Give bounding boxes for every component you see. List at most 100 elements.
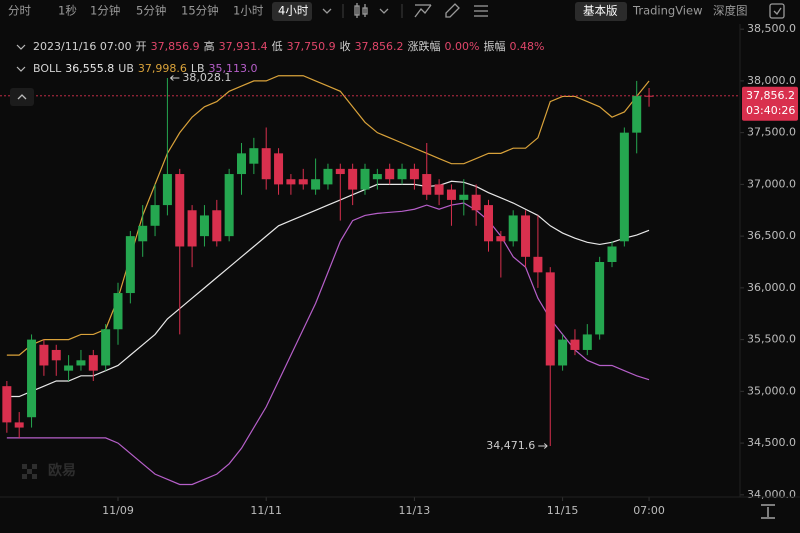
candle-body (51, 349, 61, 361)
x-tick-label: 11/13 (399, 504, 431, 517)
candle-body (88, 355, 98, 371)
watermark-logo (22, 464, 37, 479)
candle-body (459, 194, 469, 200)
x-tick-label: 07:00 (633, 504, 665, 517)
y-tick-label: 37,000.0 (747, 177, 796, 190)
interval-tab[interactable]: 15分钟 (181, 4, 219, 18)
legend-text: 37,856.2 (355, 40, 404, 53)
legend-text: 37,998.6 (138, 62, 187, 75)
interval-tab[interactable]: 1秒 (58, 4, 77, 18)
y-tick-label: 35,500.0 (747, 333, 796, 346)
legend-text: 高 (204, 39, 215, 53)
y-tick-label: 34,500.0 (747, 436, 796, 449)
candle-body (274, 153, 284, 185)
candle-body (76, 360, 86, 366)
price-tag (742, 86, 798, 121)
candle-body (175, 174, 185, 247)
annotation-arrow (170, 75, 180, 81)
candle-body (224, 174, 234, 237)
legend-text: 37,856.9 (151, 40, 200, 53)
toolbar-items: 分时 1秒 1分钟 5分钟 15分钟 1小时 4小时 基本版 TradingView 深度图 (8, 2, 748, 21)
active-tab-bg (272, 2, 312, 21)
legend-toggle[interactable] (16, 66, 26, 72)
plot-area: 34,000.0 34,500.0 35,000.0 35,500.0 36,000.0… (0, 22, 798, 517)
candle-body (446, 189, 456, 200)
x-tick-label: 11/11 (250, 504, 282, 517)
candle-type-icon[interactable] (354, 3, 368, 18)
band-line (6, 202, 650, 486)
candle-body (348, 168, 358, 190)
reset-icon[interactable] (761, 504, 775, 519)
candle-body (521, 215, 531, 257)
candle-body (582, 334, 592, 350)
candle-body (2, 386, 12, 423)
candle-body (249, 148, 259, 164)
active-view-bg (575, 2, 627, 21)
y-tick-label: 38,500.0 (747, 22, 796, 35)
collapse-button[interactable] (10, 88, 34, 106)
legend-text: 35,113.0 (209, 62, 258, 75)
interval-tab[interactable]: 分时 (8, 4, 31, 18)
view-tab[interactable]: 深度图 (713, 4, 748, 18)
fullscreen-icon[interactable] (769, 3, 785, 19)
candle-body (632, 95, 642, 133)
legend-text: 37,750.9 (287, 40, 336, 53)
candle-body (64, 365, 74, 371)
candle-body (199, 215, 209, 237)
legend-text: 振幅 (484, 39, 506, 53)
candle-body (27, 339, 37, 418)
y-tick-label: 37,500.0 (747, 126, 796, 139)
annotation-label: 34,471.6 (486, 439, 535, 452)
price-tag-label: 37,856.2 (746, 89, 795, 102)
legend-text: 37,931.4 (219, 40, 268, 53)
indicator-icon[interactable] (414, 4, 432, 18)
x-tick-label: 11/09 (102, 504, 134, 517)
candle-body (545, 272, 555, 366)
candle-body (558, 339, 568, 366)
candle-body (125, 236, 135, 294)
legend-text: 36,555.8 (65, 62, 114, 75)
candle-body (138, 225, 148, 242)
settings-icon[interactable] (474, 5, 488, 17)
y-tick-label: 34,000.0 (747, 488, 796, 501)
candle-body (533, 256, 543, 273)
candle-body (607, 246, 617, 262)
legend-text: 0.00% (445, 40, 480, 53)
annotation-label: 38,028.1 (182, 71, 231, 84)
legend-text: 0.48% (510, 40, 545, 53)
dropdown-icon[interactable] (379, 8, 389, 14)
candle-body (14, 422, 24, 428)
band-line (6, 180, 650, 398)
draw-icon[interactable] (445, 3, 460, 18)
candle-body (286, 179, 296, 185)
candle-body (409, 168, 419, 180)
candle-body (298, 179, 308, 185)
legend-text: BOLL (33, 62, 62, 75)
interval-tab[interactable]: 5分钟 (136, 4, 166, 18)
watermark: 欧易 (48, 462, 76, 479)
candle-body (422, 174, 432, 195)
view-tab[interactable]: 基本版 (583, 4, 618, 18)
annotation-arrow (538, 443, 548, 449)
interval-tab[interactable]: 1小时 (233, 4, 264, 18)
interval-tab[interactable]: 4小时 (278, 4, 309, 18)
candle-body (39, 344, 49, 366)
toolbar-icons (322, 3, 785, 19)
candle-body (237, 153, 246, 175)
legend-text: 涨跌幅 (408, 39, 441, 53)
candle-body (570, 339, 580, 350)
candle-body (150, 205, 160, 226)
candle-body (644, 95, 654, 97)
legend-text: 收 (340, 39, 351, 53)
candle-body (212, 210, 222, 242)
x-tick-label: 11/15 (547, 504, 579, 517)
interval-tab[interactable]: 1分钟 (90, 4, 120, 18)
candle-body (619, 132, 629, 242)
candle-body (360, 168, 370, 190)
countdown: 03:40:26 (746, 104, 795, 117)
candle-body (261, 148, 271, 180)
view-tab[interactable]: TradingView (632, 4, 702, 18)
y-tick-label: 36,500.0 (747, 229, 796, 242)
dropdown-icon[interactable] (322, 8, 332, 14)
legend-toggle[interactable] (16, 44, 26, 50)
